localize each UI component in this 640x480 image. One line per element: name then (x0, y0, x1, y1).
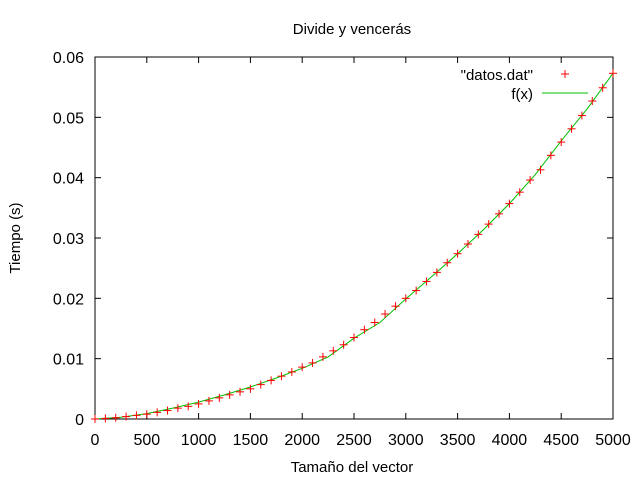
data-point (526, 176, 535, 185)
y-tick-label: 0.05 (53, 110, 84, 127)
x-tick-label: 0 (91, 432, 100, 449)
data-point (318, 352, 327, 361)
y-tick-label: 0.04 (53, 171, 84, 188)
chart-title: Divide y vencerás (293, 21, 411, 38)
fx-line-series (94, 73, 614, 420)
x-tick-label: 2500 (336, 432, 372, 449)
x-tick-label: 3500 (440, 432, 476, 449)
data-point (536, 165, 545, 174)
data-point (350, 333, 358, 342)
datos-point-series (91, 69, 617, 423)
x-axis-ticks: 0 500 1000 1500 2000 2500 3000 3500 4000 4500 5000 (91, 57, 631, 449)
x-tick-label: 1000 (181, 432, 217, 449)
x-tick-label: 5000 (595, 432, 631, 449)
y-axis-ticks: 0 0.01 0.02 0.03 0.04 0.05 0.06 (53, 50, 613, 429)
data-point (256, 380, 265, 389)
x-tick-label: 3000 (388, 432, 424, 449)
plot-frame (94, 56, 614, 420)
data-point (360, 325, 369, 334)
data-point (401, 294, 410, 303)
data-point (339, 340, 348, 349)
data-point (412, 286, 421, 295)
y-axis-label: Tiempo (s) (7, 202, 24, 273)
data-point (91, 415, 99, 423)
data-point (577, 111, 586, 120)
x-tick-label: 4000 (492, 432, 528, 449)
data-point (495, 209, 504, 218)
x-tick-label: 2000 (284, 432, 320, 449)
data-point (588, 97, 597, 106)
data-point (101, 414, 110, 423)
data-point (142, 410, 151, 419)
data-point (567, 124, 576, 133)
legend-label-datos: "datos.dat" (461, 67, 533, 84)
x-tick-label: 500 (133, 432, 160, 449)
data-point (381, 310, 390, 319)
data-point (287, 367, 296, 376)
data-point (463, 240, 472, 249)
data-point (277, 372, 286, 381)
data-point (215, 393, 224, 402)
data-point (225, 390, 234, 399)
data-point (132, 411, 141, 420)
data-point (122, 412, 131, 421)
data-point (194, 399, 203, 408)
y-tick-label: 0.02 (53, 291, 84, 308)
data-point (111, 413, 120, 422)
data-point (391, 302, 400, 311)
data-point (163, 406, 172, 415)
data-point (484, 220, 493, 229)
x-tick-label: 1500 (233, 432, 269, 449)
y-tick-label: 0.03 (53, 231, 84, 248)
legend-label-fx: f(x) (511, 86, 533, 103)
data-point (515, 188, 524, 197)
x-axis-label: Tamaño del vector (291, 459, 414, 476)
y-tick-label: 0.06 (53, 50, 84, 67)
data-point (432, 268, 441, 277)
legend-marker-datos (561, 70, 569, 78)
x-tick-label: 4500 (543, 432, 579, 449)
data-point (184, 402, 193, 411)
data-point (308, 358, 317, 367)
legend: "datos.dat" f(x) (461, 67, 588, 103)
data-point (546, 151, 555, 160)
data-point (443, 258, 452, 267)
y-tick-label: 0.01 (53, 352, 84, 369)
data-point (598, 83, 607, 92)
y-tick-label: 0 (75, 412, 84, 429)
data-point (173, 404, 182, 413)
data-point (204, 396, 213, 405)
data-point (298, 363, 307, 372)
data-point (236, 387, 245, 396)
data-point (505, 199, 514, 208)
data-point (246, 384, 255, 393)
data-point (422, 277, 431, 286)
data-point (329, 346, 338, 355)
data-point (153, 408, 162, 417)
data-point (370, 318, 379, 327)
data-point (267, 376, 276, 385)
fx-line (94, 73, 614, 420)
data-point (609, 69, 617, 78)
data-point (557, 138, 566, 147)
data-point (453, 249, 462, 258)
data-point (474, 230, 483, 239)
